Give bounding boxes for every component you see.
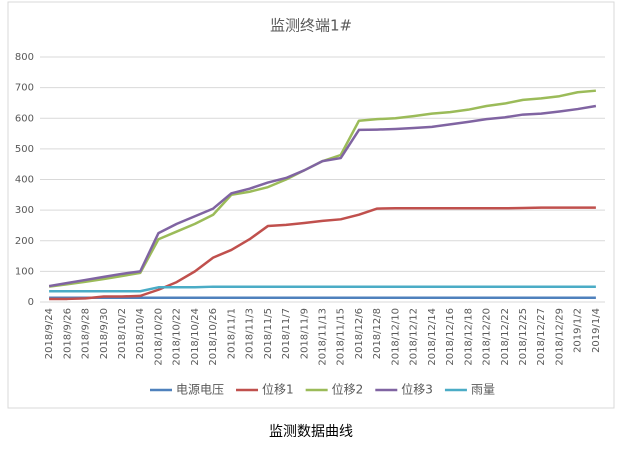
x-tick-label: 2018/11/15 <box>336 308 347 366</box>
x-tick-label: 2019/1/4 <box>591 308 602 353</box>
x-tick-label: 2018/12/29 <box>554 308 565 366</box>
x-tick-label: 2018/11/9 <box>299 308 310 359</box>
legend-label: 雨量 <box>471 383 495 397</box>
legend-label: 位移1 <box>262 382 294 397</box>
legend-label: 电源电压 <box>176 383 224 397</box>
caption: 监测数据曲线 <box>269 424 353 440</box>
y-tick-label: 500 <box>15 144 34 155</box>
x-tick-label: 2018/9/26 <box>62 308 73 359</box>
x-tick-label: 2018/10/24 <box>190 308 201 366</box>
x-tick-label: 2018/12/6 <box>354 308 365 359</box>
x-tick-label: 2018/12/16 <box>445 308 456 366</box>
x-tick-label: 2018/11/5 <box>263 308 274 359</box>
x-tick-label: 2018/9/28 <box>81 308 92 359</box>
x-tick-label: 2018/11/1 <box>226 308 237 359</box>
x-tick-label: 2018/12/8 <box>372 308 383 359</box>
chart-frame <box>7 1 615 409</box>
x-tick-label: 2018/9/30 <box>99 308 110 359</box>
x-tick-label: 2019/1/2 <box>573 308 584 353</box>
x-tick-label: 2018/9/24 <box>44 308 55 359</box>
x-tick-label: 2018/12/10 <box>390 308 401 366</box>
x-tick-label: 2018/11/13 <box>318 308 329 366</box>
x-tick-label: 2018/12/12 <box>409 308 420 366</box>
x-tick-label: 2018/12/22 <box>500 308 511 366</box>
legend-label: 位移3 <box>401 382 433 397</box>
x-tick-label: 2018/12/18 <box>463 308 474 366</box>
y-tick-label: 300 <box>15 205 34 216</box>
x-tick-label: 2018/12/27 <box>536 308 547 366</box>
chart-title: 监测终端1# <box>270 17 352 35</box>
legend-label: 位移2 <box>332 382 364 397</box>
x-tick-label: 2018/12/25 <box>518 308 529 366</box>
x-tick-label: 2018/12/14 <box>427 308 438 366</box>
y-tick-label: 400 <box>15 175 34 186</box>
y-tick-label: 0 <box>28 297 34 308</box>
series-line <box>49 285 596 293</box>
x-tick-label: 2018/10/26 <box>208 308 219 366</box>
y-tick-label: 800 <box>15 52 34 63</box>
x-tick-label: 2018/10/4 <box>135 308 146 359</box>
x-tick-label: 2018/10/20 <box>153 308 164 366</box>
y-tick-label: 100 <box>15 266 34 277</box>
y-tick-label: 200 <box>15 236 34 247</box>
x-tick-label: 2018/10/2 <box>117 308 128 359</box>
series-line <box>48 104 597 288</box>
x-tick-label: 2018/12/20 <box>482 308 493 366</box>
x-tick-label: 2018/11/7 <box>281 308 292 359</box>
x-tick-label: 2018/10/22 <box>172 308 183 366</box>
x-tick-label: 2018/11/3 <box>245 308 256 359</box>
y-tick-label: 600 <box>15 113 34 124</box>
series-line <box>49 206 596 301</box>
y-tick-label: 700 <box>15 83 34 94</box>
